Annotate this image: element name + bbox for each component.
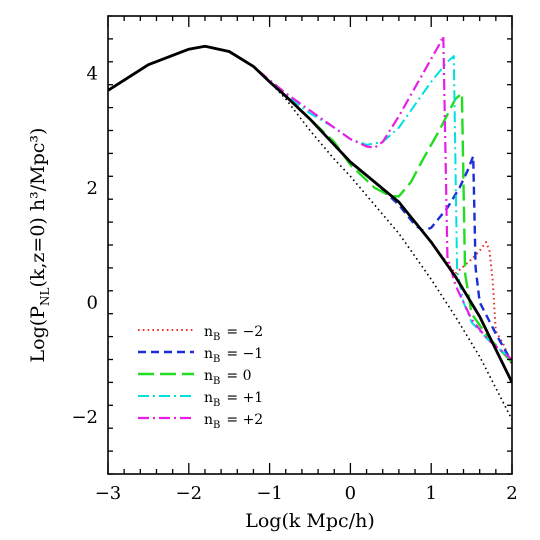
x-tick-label: 2 xyxy=(506,483,517,504)
x-tick-label: 1 xyxy=(425,483,436,504)
legend-label: nB = +2 xyxy=(204,412,263,431)
series-line-n-b-1 xyxy=(108,45,512,363)
series-line-linear xyxy=(108,45,512,420)
axis-ticks xyxy=(107,15,513,475)
series-layer xyxy=(108,34,512,420)
plot-frame xyxy=(107,15,513,475)
x-tick-label: 0 xyxy=(345,483,356,504)
legend-label: nB = +1 xyxy=(204,390,263,409)
y-tick-label: −2 xyxy=(71,407,98,428)
legend-label: nB = −2 xyxy=(204,324,263,343)
series-line-nonlinear xyxy=(108,44,512,384)
x-tick-label: −1 xyxy=(256,483,283,504)
x-axis-label: Log(k Mpc/h) xyxy=(245,510,375,532)
y-axis-label-sub: NL xyxy=(38,288,52,307)
legend-label: nB = 0 xyxy=(204,368,251,387)
legend-label: nB = −1 xyxy=(204,346,263,365)
y-tick-label: 2 xyxy=(87,178,98,199)
series-line-n-b-2 xyxy=(108,45,512,366)
y-tick-label: 4 xyxy=(87,63,98,84)
tick-labels: −3 −2 −1 0 1 2 −2 0 2 4 xyxy=(71,63,517,504)
y-tick-label: 0 xyxy=(87,292,98,313)
y-axis-label: Log(PNL(k,z=0) h³/Mpc³) xyxy=(27,128,52,363)
y-axis-label-pre: Log(P xyxy=(27,306,49,363)
y-axis-label-post: (k,z=0) h³/Mpc³) xyxy=(27,128,49,288)
x-tick-label: −3 xyxy=(95,483,122,504)
series-line-n-b-1 xyxy=(108,45,512,361)
series-line-n-b-0 xyxy=(108,45,512,364)
x-tick-label: −2 xyxy=(176,483,203,504)
legend: nB = −2 nB = −1 nB = 0 nB = +1 nB = +2 xyxy=(138,324,263,431)
